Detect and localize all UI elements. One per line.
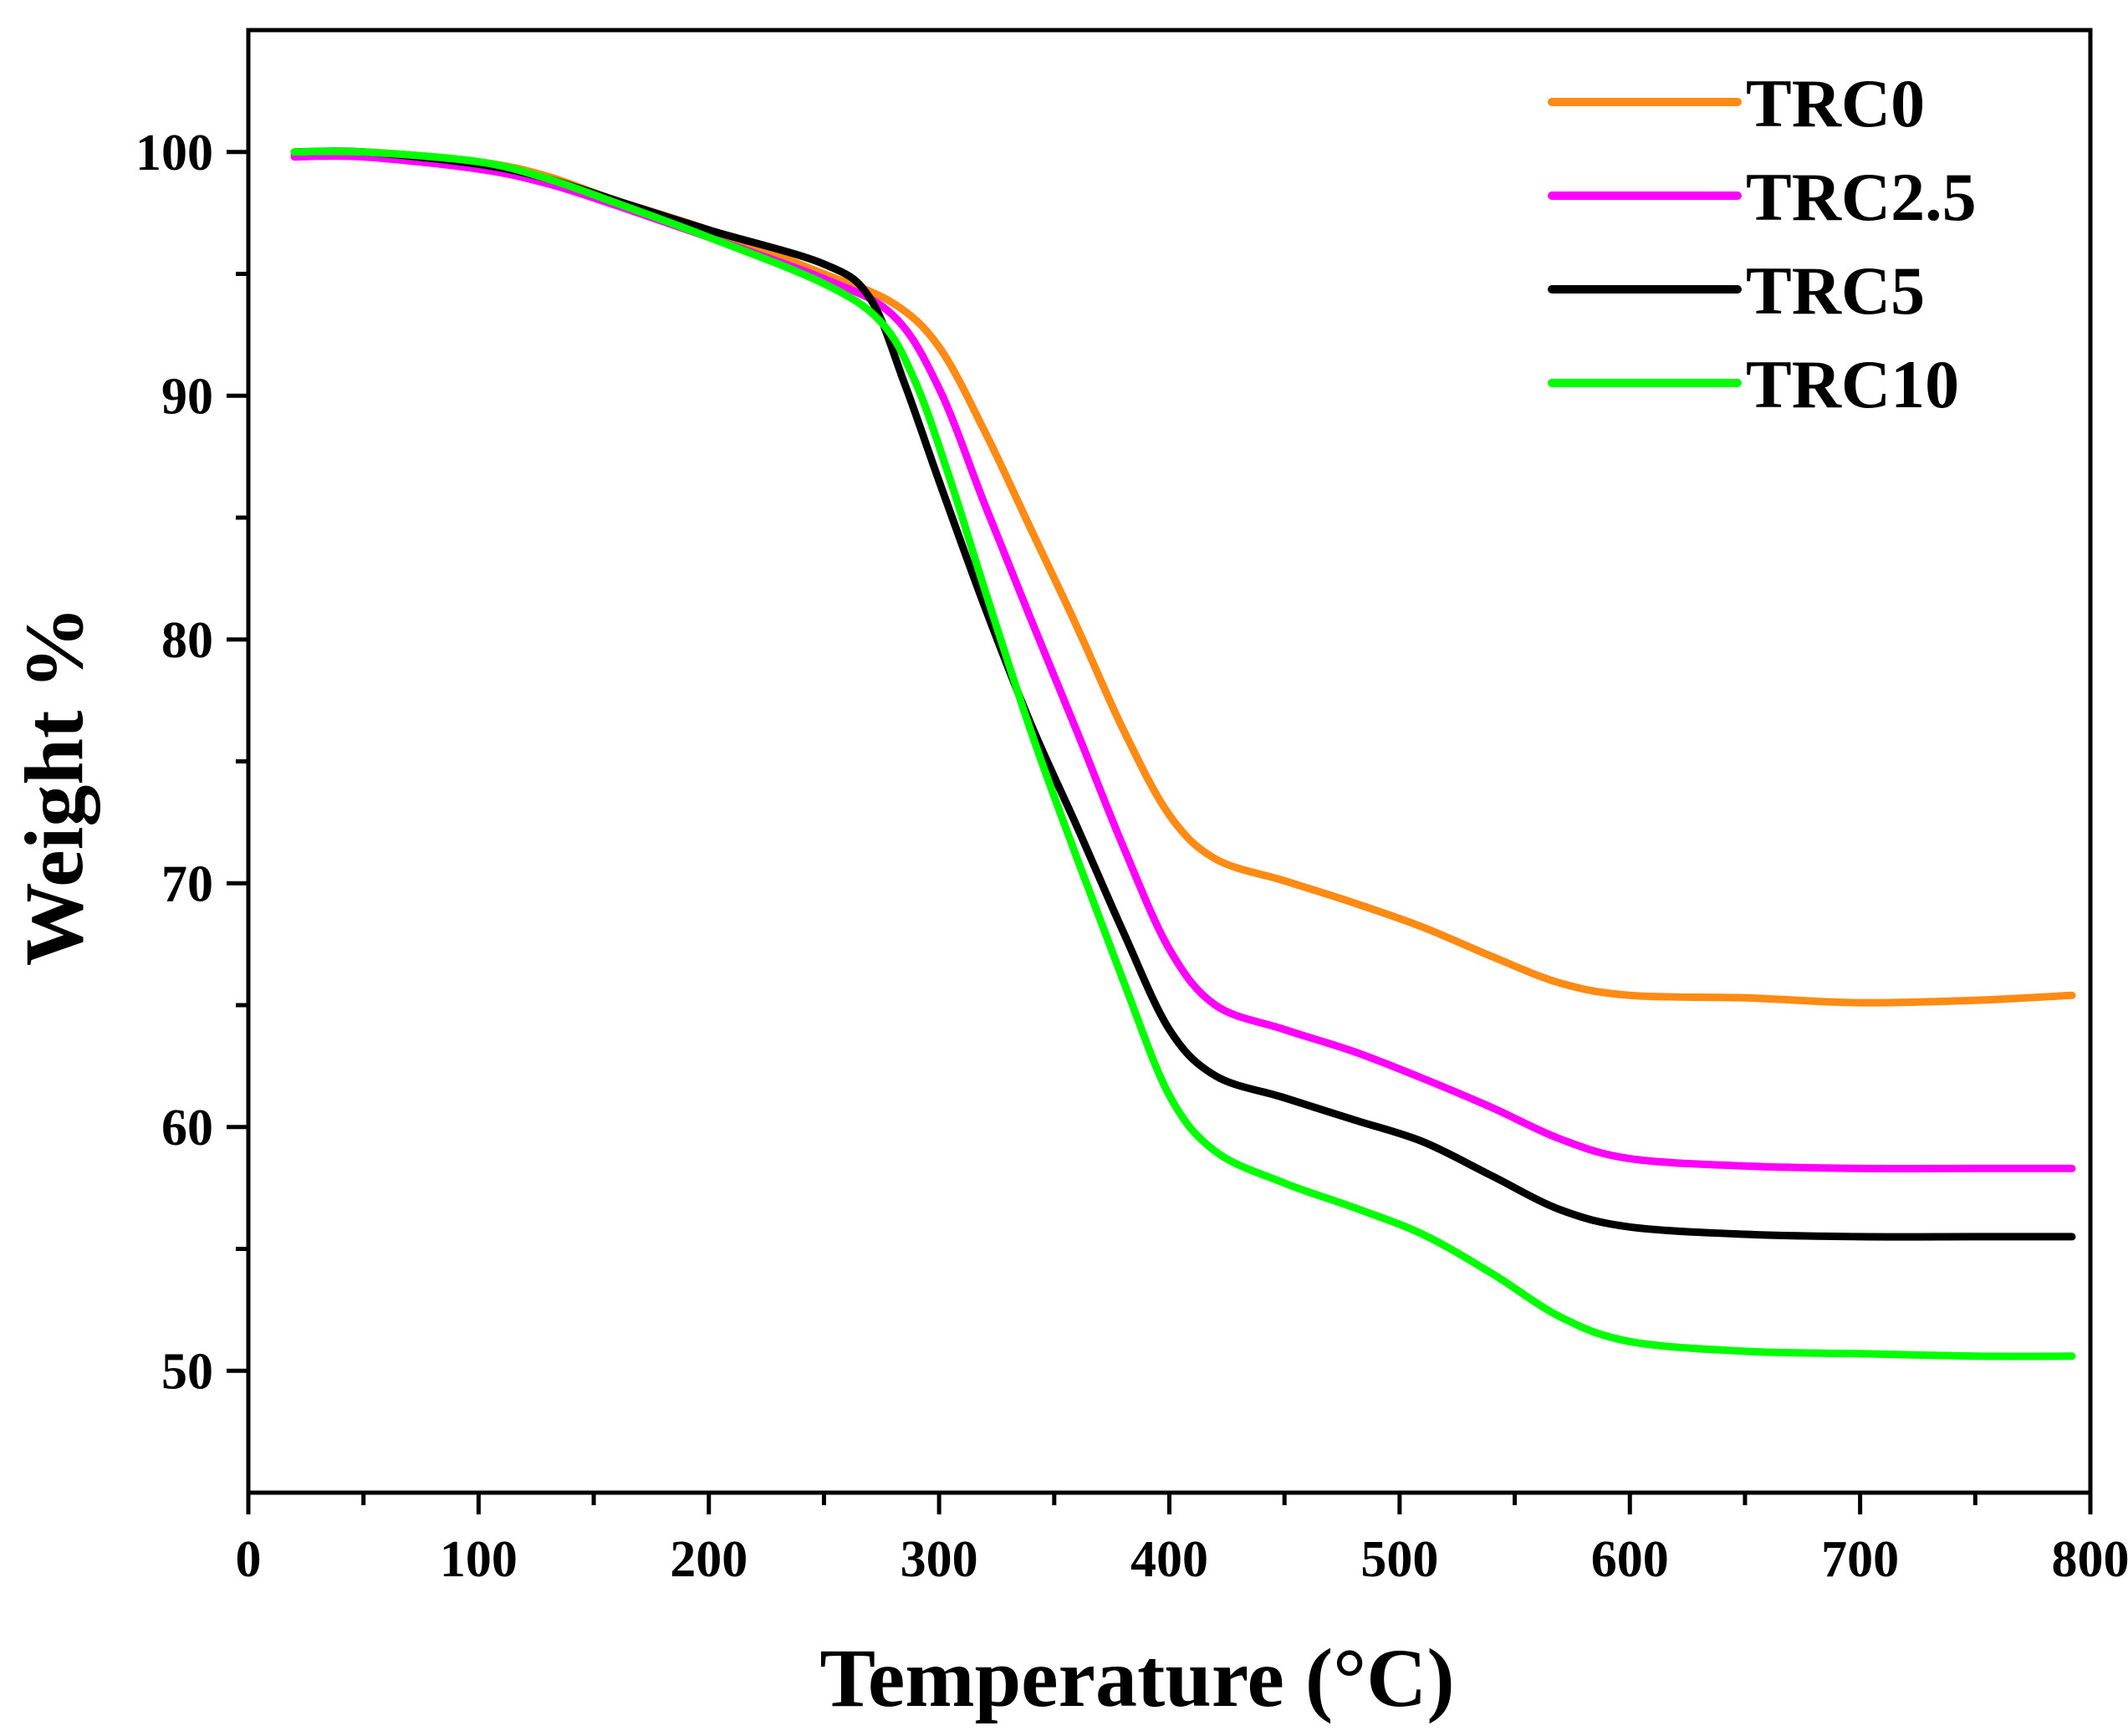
legend-label: TRC0 — [1746, 65, 1925, 141]
x-tick-label: 600 — [1591, 1531, 1669, 1588]
curves — [290, 147, 2076, 1361]
x-tick-label: 400 — [1130, 1531, 1208, 1588]
x-axis-title: Temperature (°C) — [819, 1631, 1454, 1724]
legend-label: TRC10 — [1746, 346, 1959, 422]
series-line-trc10 — [290, 147, 2076, 1361]
x-tick-label: 700 — [1821, 1531, 1899, 1588]
y-tick-label: 70 — [161, 855, 213, 912]
x-tick-label: 0 — [236, 1531, 262, 1588]
x-tick-label: 300 — [901, 1531, 978, 1588]
x-tick-label: 800 — [2052, 1531, 2128, 1588]
y-tick-label: 50 — [161, 1343, 213, 1400]
y-tick-label: 100 — [135, 125, 213, 181]
y-tick-label: 80 — [161, 612, 213, 669]
legend-label: TRC2.5 — [1746, 159, 1977, 235]
legend: TRC0 TRC2.5 TRC5 TRC10 — [1548, 65, 1977, 422]
plot-frame — [246, 28, 2093, 1495]
y-axis-title: Weight % — [8, 606, 100, 967]
axes: 0 100 200 300 400 500 600 700 800 50 60 70 80 90 100 — [135, 28, 2128, 1588]
y-tick-label: 90 — [161, 368, 213, 425]
x-tick-label: 500 — [1360, 1531, 1438, 1588]
y-tick-label: 60 — [161, 1100, 213, 1156]
x-tick-label: 200 — [670, 1531, 748, 1588]
x-tick-label: 100 — [440, 1531, 518, 1588]
legend-label: TRC5 — [1746, 253, 1925, 329]
